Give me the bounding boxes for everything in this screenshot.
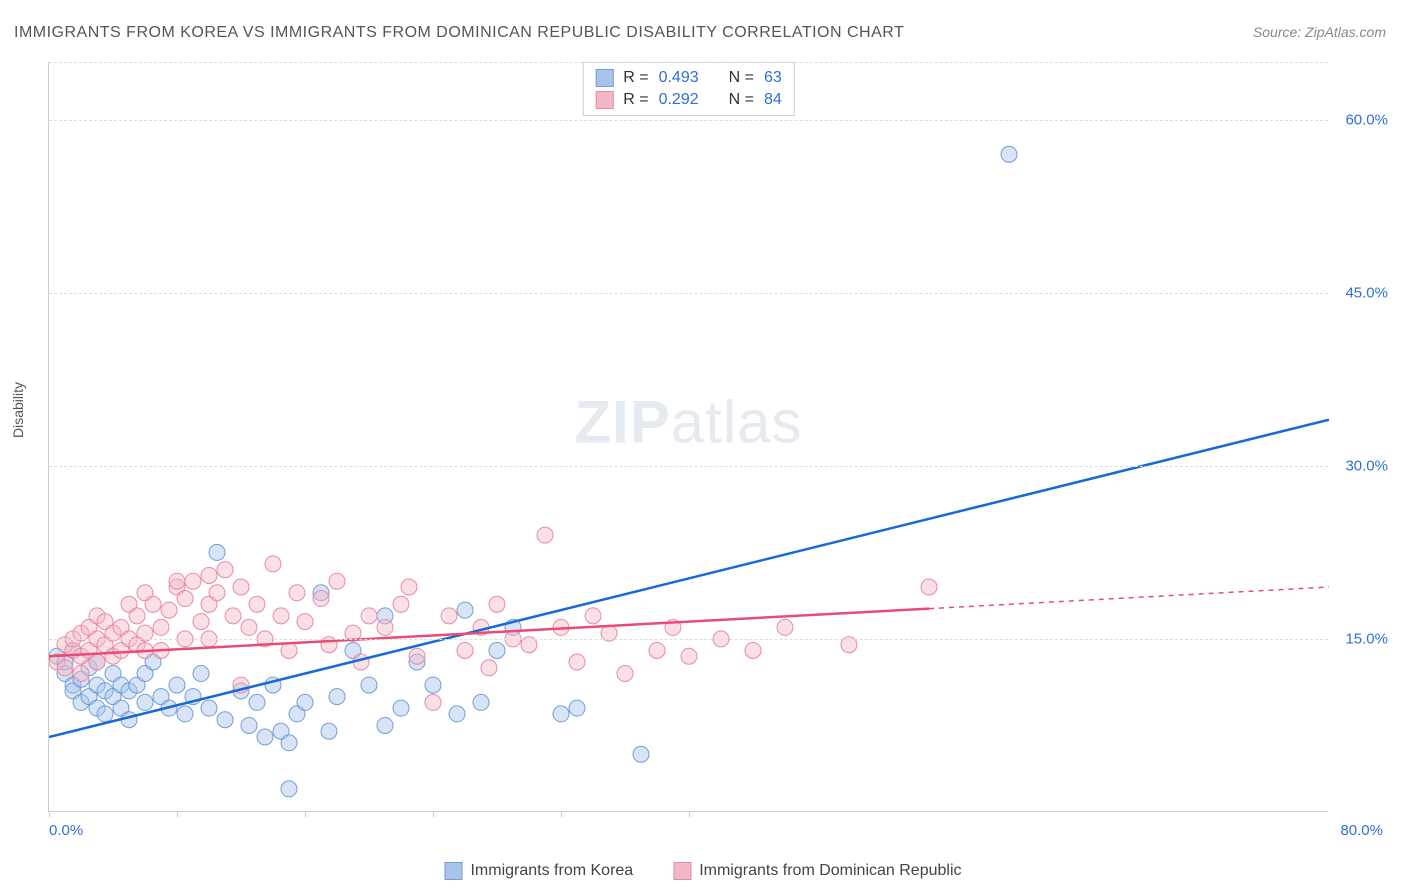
- n-value-1: 63: [764, 69, 782, 87]
- x-tick: [689, 811, 690, 817]
- chart-title: IMMIGRANTS FROM KOREA VS IMMIGRANTS FROM…: [14, 24, 904, 42]
- bottom-legend: Immigrants from Korea Immigrants from Do…: [444, 862, 961, 880]
- swatch-series1: [595, 69, 613, 87]
- x-label-right: 80.0%: [1340, 822, 1383, 839]
- r-value-1: 0.493: [659, 69, 699, 87]
- r-label-1: R =: [623, 69, 648, 87]
- x-label-left: 0.0%: [49, 822, 83, 839]
- x-tick: [305, 811, 306, 817]
- y-tick-label: 45.0%: [1345, 284, 1388, 301]
- grid-line: [49, 120, 1328, 121]
- y-tick-label: 15.0%: [1345, 630, 1388, 647]
- r-value-2: 0.292: [659, 91, 699, 109]
- n-value-2: 84: [764, 91, 782, 109]
- legend-item-series1: Immigrants from Korea: [444, 862, 633, 880]
- y-tick-label: 60.0%: [1345, 111, 1388, 128]
- scatter-svg: [49, 62, 1329, 812]
- grid-line: [49, 293, 1328, 294]
- source-attribution: Source: ZipAtlas.com: [1253, 24, 1386, 40]
- grid-line: [49, 62, 1328, 63]
- y-axis-label: Disability: [10, 382, 26, 438]
- legend-swatch-series2: [673, 862, 691, 880]
- stats-row-series1: R = 0.493 N = 63: [595, 67, 782, 89]
- stats-row-series2: R = 0.292 N = 84: [595, 89, 782, 111]
- n-label-1: N =: [729, 69, 754, 87]
- chart-container: IMMIGRANTS FROM KOREA VS IMMIGRANTS FROM…: [0, 0, 1406, 892]
- stats-legend-box: R = 0.493 N = 63 R = 0.292 N = 84: [582, 62, 795, 116]
- x-tick: [177, 811, 178, 817]
- legend-swatch-series1: [444, 862, 462, 880]
- r-label-2: R =: [623, 91, 648, 109]
- legend-label-series1: Immigrants from Korea: [470, 862, 633, 880]
- x-tick: [49, 811, 50, 817]
- x-tick: [433, 811, 434, 817]
- plot-area: ZIPatlas R = 0.493 N = 63 R = 0.292 N = …: [48, 62, 1328, 812]
- x-tick: [561, 811, 562, 817]
- grid-line: [49, 466, 1328, 467]
- grid-line: [49, 639, 1328, 640]
- legend-label-series2: Immigrants from Dominican Republic: [699, 862, 961, 880]
- n-label-2: N =: [729, 91, 754, 109]
- y-tick-label: 30.0%: [1345, 457, 1388, 474]
- legend-item-series2: Immigrants from Dominican Republic: [673, 862, 961, 880]
- swatch-series2: [595, 91, 613, 109]
